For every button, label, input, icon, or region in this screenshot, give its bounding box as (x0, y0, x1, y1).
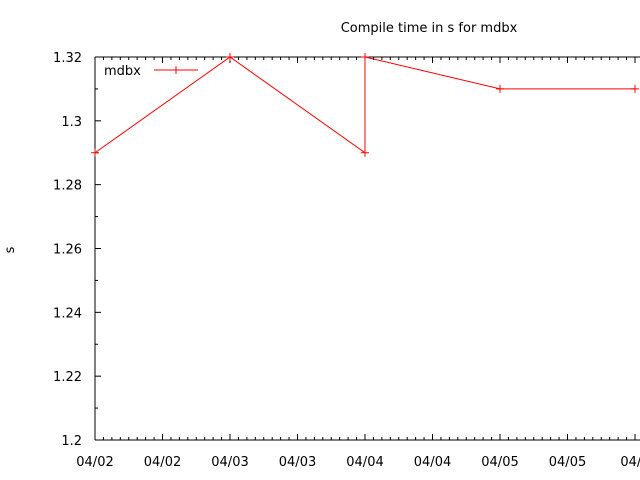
y-tick-label: 1.26 (53, 243, 82, 258)
x-tick-label: 04/0 (620, 455, 640, 470)
data-point (496, 84, 504, 93)
data-point (91, 148, 99, 157)
data-point (361, 53, 369, 61)
y-tick-label: 1.3 (61, 115, 82, 130)
x-tick-label: 04/04 (414, 455, 451, 470)
y-tick-label: 1.2 (61, 434, 82, 449)
tick-labels: 1.2 1.22 1.24 1.26 1.28 1.3 1.32 04/02 04/02 04/0… (53, 51, 640, 470)
chart-title: Compile time in s for mdbx (341, 21, 518, 36)
series-line (94, 56, 635, 154)
y-tick-label: 1.28 (53, 179, 82, 194)
x-tick-label: 04/02 (144, 455, 181, 470)
y-tick-label: 1.22 (53, 370, 82, 385)
axes (94, 56, 640, 441)
legend-label-mdbx: mdbx (104, 64, 141, 79)
data-point (631, 84, 639, 93)
x-tick-label: 04/03 (279, 455, 316, 470)
y-tick-label: 1.32 (53, 51, 82, 66)
x-tick-label: 04/04 (346, 455, 383, 470)
x-tick-label: 04/03 (211, 455, 248, 470)
y-axis-label: s (3, 246, 18, 253)
legend: mdbx (104, 64, 198, 79)
x-tick-label: 04/05 (549, 455, 586, 470)
y-tick-label: 1.24 (53, 306, 82, 321)
x-tick-label: 04/02 (76, 455, 113, 470)
series-mdbx (91, 53, 639, 157)
legend-marker-mdbx (172, 66, 180, 74)
x-tick-label: 04/05 (481, 455, 518, 470)
data-point (361, 148, 369, 157)
data-point (226, 53, 234, 61)
